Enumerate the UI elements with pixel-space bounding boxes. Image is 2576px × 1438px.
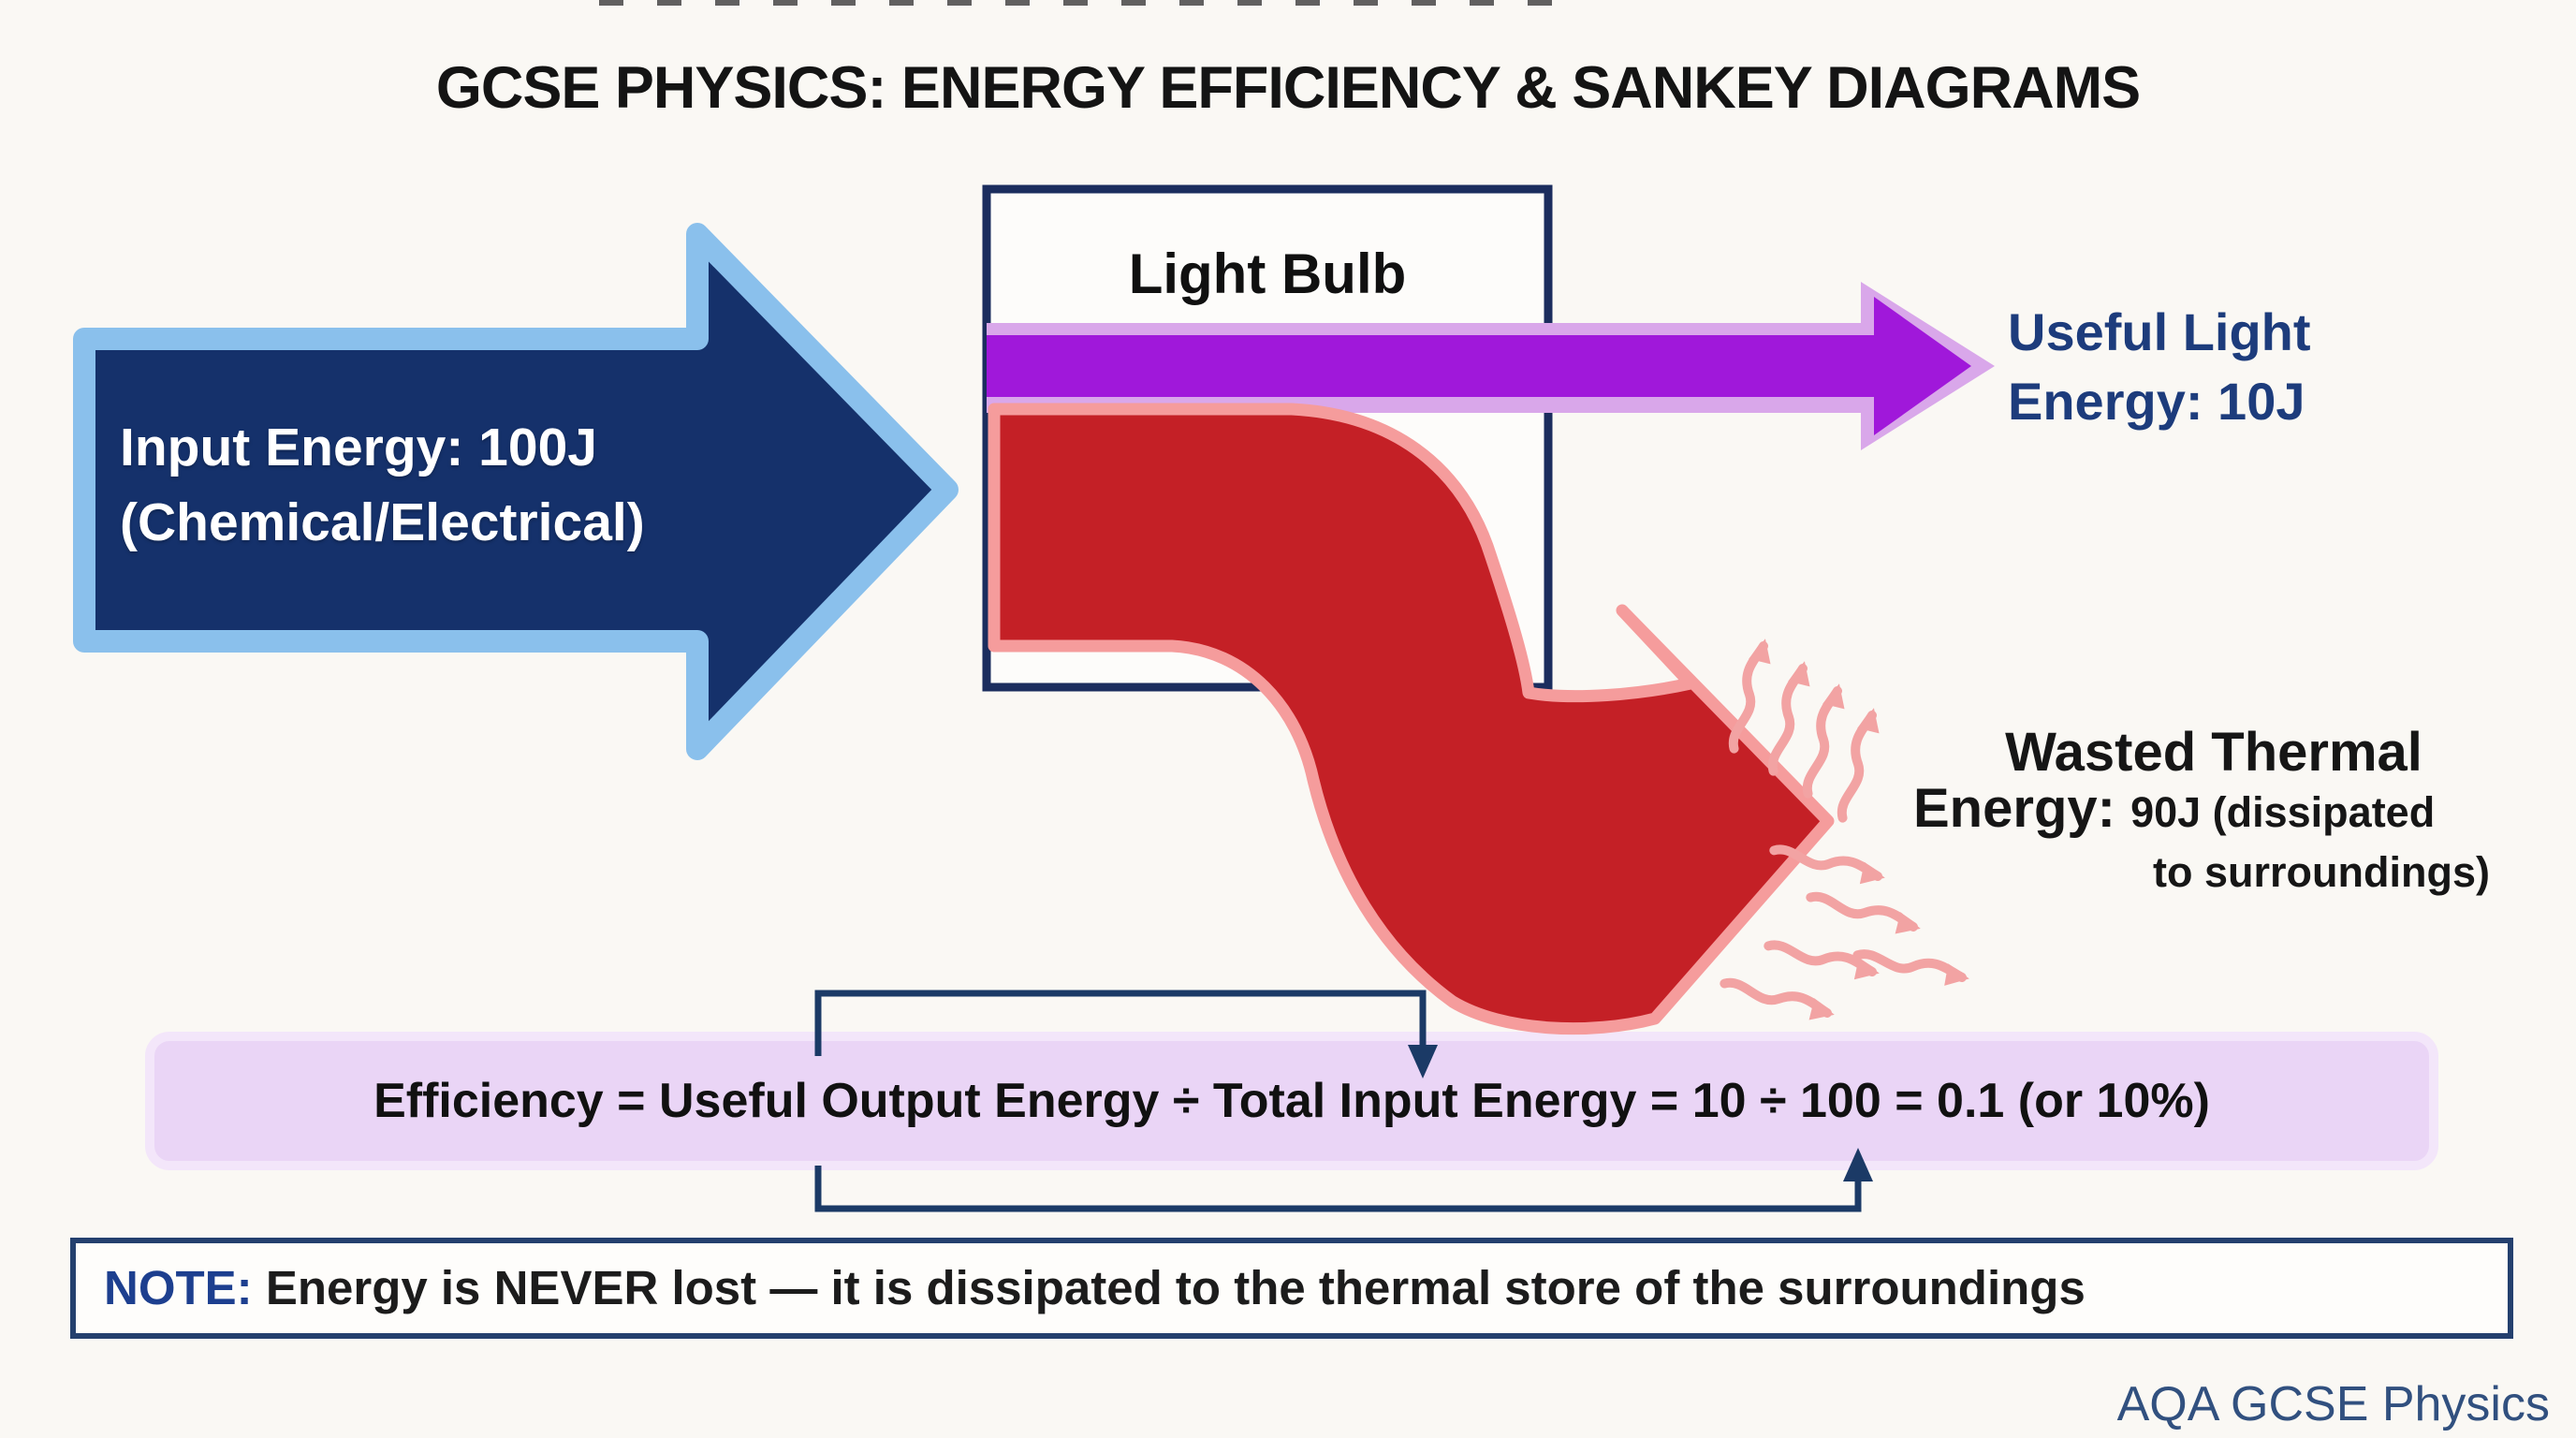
input-arrow-label: Input Energy: 100J (Chemical/Electrical) xyxy=(120,410,645,560)
efficiency-formula-box xyxy=(145,1032,2438,1170)
heat-waves-upper xyxy=(1728,638,1880,823)
heat-wave-icon xyxy=(1728,638,1771,754)
input-arrow-label-line2: (Chemical/Electrical) xyxy=(120,492,645,552)
heat-wave-icon xyxy=(1767,661,1810,776)
note-body: Energy is NEVER lost — it is dissipated … xyxy=(252,1261,2086,1314)
wasted-thermal-value2: to surroundings) xyxy=(2153,848,2490,896)
wasted-thermal-energy-word: Energy: xyxy=(1913,778,2131,839)
formula-bracket-top xyxy=(814,990,1427,1056)
heat-wave-icon xyxy=(1802,683,1845,799)
useful-light-label-line1: Useful Light xyxy=(2008,302,2311,361)
wasted-thermal-line1: Wasted Thermal xyxy=(2005,722,2422,783)
note-text: NOTE: Energy is NEVER lost — it is dissi… xyxy=(70,1238,2513,1339)
wasted-thermal-value: 90J (dissipated xyxy=(2130,788,2436,836)
heat-wave-icon xyxy=(1837,708,1880,823)
wasted-thermal-label: Wasted Thermal Energy: 90J (dissipated t… xyxy=(1900,723,2527,896)
heat-wave-icon xyxy=(1852,949,1969,986)
input-arrow-label-line1: Input Energy: 100J xyxy=(120,418,597,477)
bracket-top-arrowhead-icon xyxy=(1408,1045,1438,1078)
useful-light-label: Useful Light Energy: 10J xyxy=(2008,298,2311,436)
input-energy-arrow xyxy=(73,223,959,760)
light-bulb-label: Light Bulb xyxy=(1128,242,1407,305)
heat-waves-lower xyxy=(1720,844,1969,1020)
heat-wave-icon xyxy=(1720,977,1835,1020)
useful-light-arrow xyxy=(987,297,1971,435)
note-box xyxy=(70,1238,2513,1339)
note-prefix: NOTE: xyxy=(104,1261,253,1314)
useful-light-label-line2: Energy: 10J xyxy=(2008,372,2305,431)
watermark-text: AQA GCSE Physics xyxy=(2116,1377,2550,1431)
heat-wave-icon xyxy=(1806,891,1921,934)
efficiency-formula-text: Efficiency = Useful Output Energy ÷ Tota… xyxy=(373,1074,2210,1128)
bracket-bottom-arrowhead-icon xyxy=(1843,1148,1873,1181)
heat-wave-icon xyxy=(1769,844,1885,885)
formula-bracket-bottom xyxy=(814,1166,1862,1212)
heat-wave-icon xyxy=(1764,940,1880,980)
wasted-thermal-arrow xyxy=(988,403,1835,1035)
cropped-text-artifact xyxy=(599,0,1563,6)
wasted-thermal-line2: Energy: 90J (dissipated xyxy=(1900,782,2527,849)
page-title: GCSE PHYSICS: ENERGY EFFICIENCY & SANKEY… xyxy=(435,55,2141,121)
